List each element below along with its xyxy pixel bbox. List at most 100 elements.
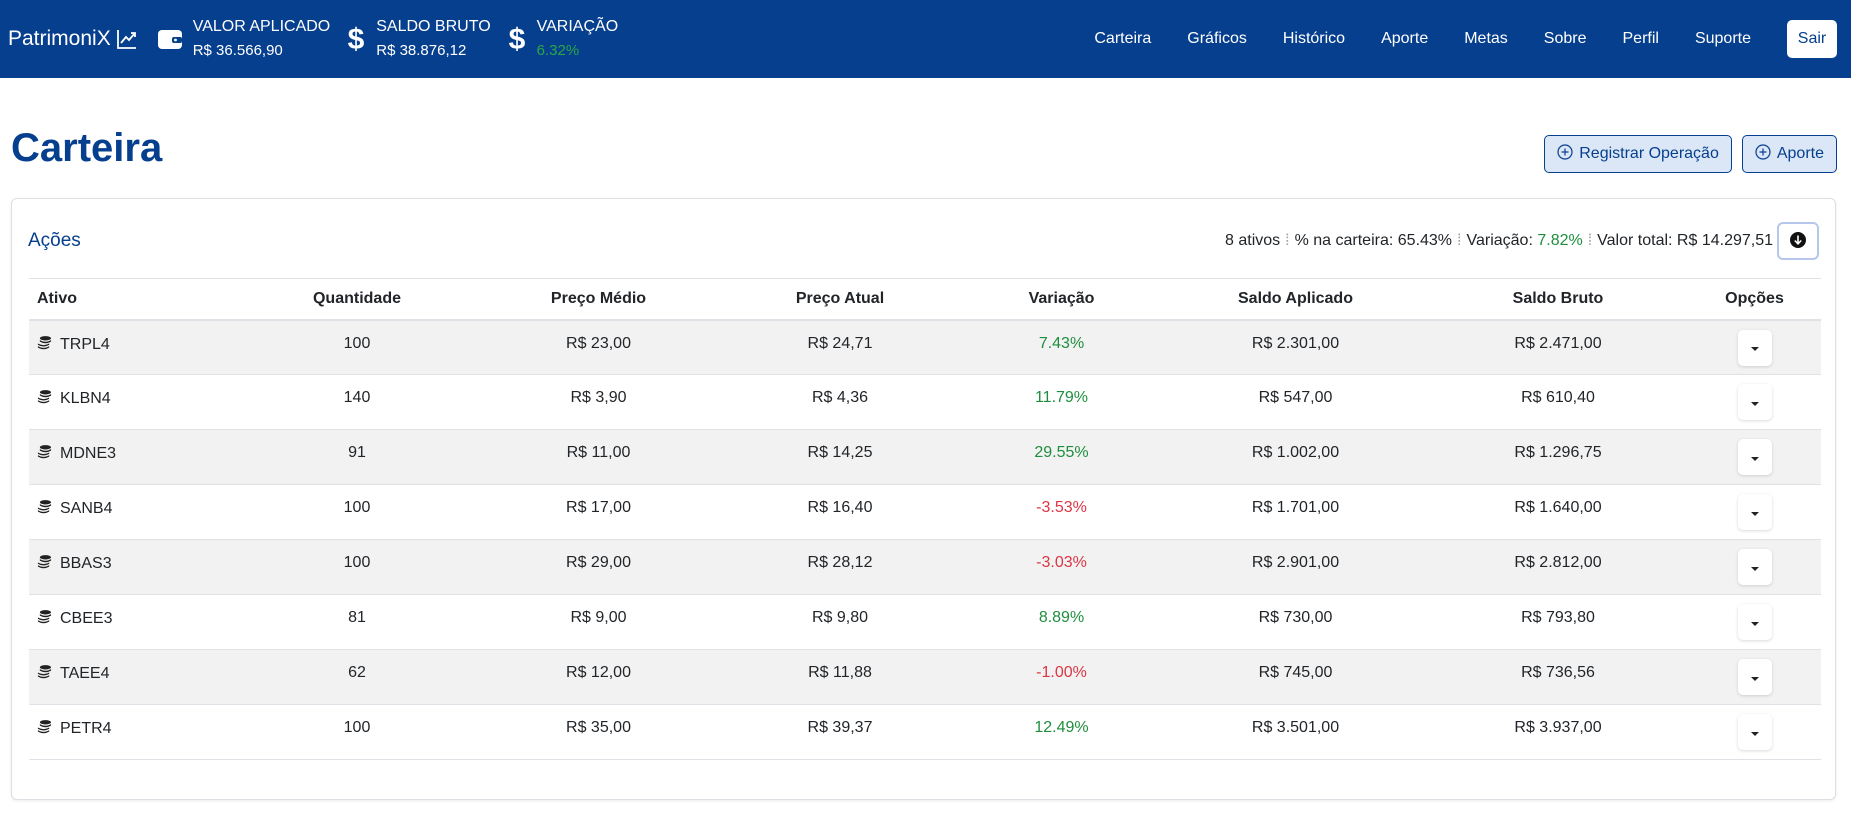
options-dropdown-button[interactable] bbox=[1737, 329, 1772, 366]
col-header-preco-atual: Preço Atual bbox=[795, 289, 885, 307]
nav-link-historico[interactable]: Histórico bbox=[1282, 30, 1346, 47]
cell-variacao: -1.00% bbox=[1036, 664, 1087, 681]
cell-preco-medio: R$ 9,00 bbox=[570, 609, 627, 626]
summary-separator: ⁞ bbox=[1457, 232, 1462, 249]
portfolio-pct-value: 65.43% bbox=[1397, 232, 1453, 249]
cell-saldo-bruto: R$ 610,40 bbox=[1521, 389, 1595, 406]
stat-value: R$ 36.566,90 bbox=[192, 42, 283, 59]
nav-link-graficos[interactable]: Gráficos bbox=[1187, 30, 1247, 47]
cell-saldo-bruto: R$ 3.937,00 bbox=[1514, 719, 1602, 736]
options-dropdown-button[interactable] bbox=[1737, 549, 1772, 585]
cell-opcoes bbox=[1688, 540, 1821, 595]
cell-saldo-bruto: R$ 2.471,00 bbox=[1514, 334, 1602, 352]
variation-label: Variação: bbox=[1466, 232, 1533, 249]
stat-label: SALDO BRUTO bbox=[376, 18, 491, 35]
cell-variacao: -3.53% bbox=[1036, 499, 1087, 516]
nav-link-carteira[interactable]: Carteira bbox=[1094, 30, 1152, 47]
cell-variacao: 11.79% bbox=[1034, 389, 1089, 406]
cell-preco-atual: R$ 11,88 bbox=[808, 664, 872, 681]
coins-icon bbox=[37, 609, 52, 629]
cell-ativo: CBEE3 bbox=[29, 595, 237, 650]
total-value: R$ 14.297,51 bbox=[1676, 232, 1773, 249]
coins-icon bbox=[37, 554, 52, 574]
table-header-row: Ativo Quantidade Preço Médio Preço Atual… bbox=[29, 278, 1821, 320]
cell-ativo: TRPL4 bbox=[29, 320, 237, 375]
brand-logo[interactable]: PatrimoniX bbox=[8, 27, 138, 51]
plus-circle-icon bbox=[1755, 143, 1771, 165]
cell-saldo-aplicado: R$ 3.501,00 bbox=[1251, 719, 1340, 736]
logout-button[interactable]: Sair bbox=[1787, 20, 1837, 58]
assets-table: Ativo Quantidade Preço Médio Preço Atual… bbox=[29, 278, 1821, 760]
summary-separator: ⁞ bbox=[1587, 232, 1593, 249]
col-header-saldo-bruto: Saldo Bruto bbox=[1512, 289, 1604, 307]
aporte-label: Aporte bbox=[1776, 145, 1824, 162]
table-row: MDNE3 91 R$ 11,00 R$ 14,25 29.55% R$ 1.002,00… bbox=[29, 429, 1821, 485]
cell-saldo-aplicado: R$ 2.901,00 bbox=[1251, 554, 1340, 571]
cell-ativo: KLBN4 bbox=[29, 375, 237, 430]
header-actions: Registrar Operação Aporte bbox=[1544, 135, 1837, 173]
options-dropdown-button[interactable] bbox=[1737, 714, 1772, 750]
download-button[interactable] bbox=[1777, 222, 1819, 260]
cell-opcoes bbox=[1688, 430, 1821, 485]
nav-link-perfil[interactable]: Perfil bbox=[1622, 30, 1659, 47]
caret-down-icon bbox=[1750, 725, 1760, 740]
register-operation-button[interactable]: Registrar Operação bbox=[1544, 135, 1732, 173]
nav-link-aporte[interactable]: Aporte bbox=[1381, 30, 1429, 47]
cell-variacao: 29.55% bbox=[1034, 444, 1089, 461]
caret-down-icon bbox=[1750, 560, 1760, 575]
cell-saldo-bruto: R$ 1.640,00 bbox=[1514, 499, 1602, 516]
coins-icon bbox=[37, 664, 52, 684]
cell-quantidade: 140 bbox=[343, 389, 371, 406]
card-header: Ações 8 ativos ⁞ % na carteira: 65.43% ⁞… bbox=[28, 221, 1819, 261]
dollar-icon: $ bbox=[507, 23, 527, 55]
coins-icon bbox=[37, 499, 52, 519]
nav-link-suporte[interactable]: Suporte bbox=[1694, 30, 1751, 47]
cell-saldo-aplicado: R$ 745,00 bbox=[1258, 664, 1333, 681]
card-title: Ações bbox=[28, 230, 81, 251]
cell-variacao: 8.89% bbox=[1038, 609, 1085, 626]
variation-value: 7.82% bbox=[1537, 232, 1583, 249]
table-row: SANB4 100 R$ 17,00 R$ 16,40 -3.53% R$ 1.701,0… bbox=[29, 485, 1821, 540]
cell-quantidade: 100 bbox=[343, 554, 371, 571]
coins-icon bbox=[37, 719, 52, 739]
cell-ativo: SANB4 bbox=[29, 485, 237, 540]
cell-variacao: 7.43% bbox=[1038, 334, 1085, 352]
cell-opcoes bbox=[1688, 485, 1821, 540]
asset-count: 8 ativos bbox=[1225, 232, 1281, 249]
col-header-preco-medio: Preço Médio bbox=[550, 289, 647, 307]
cell-quantidade: 100 bbox=[343, 719, 371, 736]
summary-separator: ⁞ bbox=[1285, 232, 1290, 249]
options-dropdown-button[interactable] bbox=[1737, 659, 1772, 695]
options-dropdown-button[interactable] bbox=[1737, 604, 1772, 640]
wallet-icon bbox=[157, 28, 183, 50]
cell-saldo-bruto: R$ 2.812,00 bbox=[1514, 554, 1602, 571]
options-dropdown-button[interactable] bbox=[1737, 384, 1772, 420]
cell-saldo-bruto: R$ 1.296,75 bbox=[1514, 444, 1602, 461]
arrow-down-circle-icon bbox=[1789, 231, 1807, 252]
options-dropdown-button[interactable] bbox=[1737, 494, 1772, 530]
cell-opcoes bbox=[1688, 375, 1821, 430]
cell-ativo: TAEE4 bbox=[29, 650, 237, 705]
cell-ativo: PETR4 bbox=[29, 705, 237, 760]
cell-preco-atual: R$ 24,71 bbox=[807, 334, 873, 352]
cell-saldo-aplicado: R$ 547,00 bbox=[1258, 389, 1333, 406]
trending-chart-icon bbox=[116, 28, 138, 50]
cell-preco-atual: R$ 4,36 bbox=[811, 389, 869, 406]
cell-preco-medio: R$ 23,00 bbox=[566, 334, 631, 352]
cell-quantidade: 81 bbox=[348, 609, 366, 626]
asset-ticker: SANB4 bbox=[60, 500, 113, 517]
caret-down-icon bbox=[1750, 450, 1760, 465]
dollar-icon: $ bbox=[346, 23, 366, 55]
cell-saldo-bruto: R$ 736,56 bbox=[1521, 664, 1595, 681]
nav-link-sobre[interactable]: Sobre bbox=[1543, 30, 1587, 47]
top-navbar: PatrimoniX VALOR APLICADO R$ 36.566,90 $ bbox=[0, 0, 1851, 78]
nav-link-metas[interactable]: Metas bbox=[1464, 30, 1508, 47]
cell-ativo: MDNE3 bbox=[29, 430, 237, 485]
stat-variacao: $ VARIAÇÃO 6.32% bbox=[507, 15, 618, 63]
table-body: TRPL4 100 R$ 23,00 R$ 24,71 7.43% R$ 2.301,00… bbox=[29, 319, 1821, 760]
options-dropdown-button[interactable] bbox=[1737, 439, 1772, 475]
cell-quantidade: 100 bbox=[343, 334, 371, 352]
asset-ticker: TAEE4 bbox=[60, 665, 110, 682]
aporte-button[interactable]: Aporte bbox=[1741, 135, 1837, 173]
col-header-variacao: Variação bbox=[1028, 289, 1095, 307]
